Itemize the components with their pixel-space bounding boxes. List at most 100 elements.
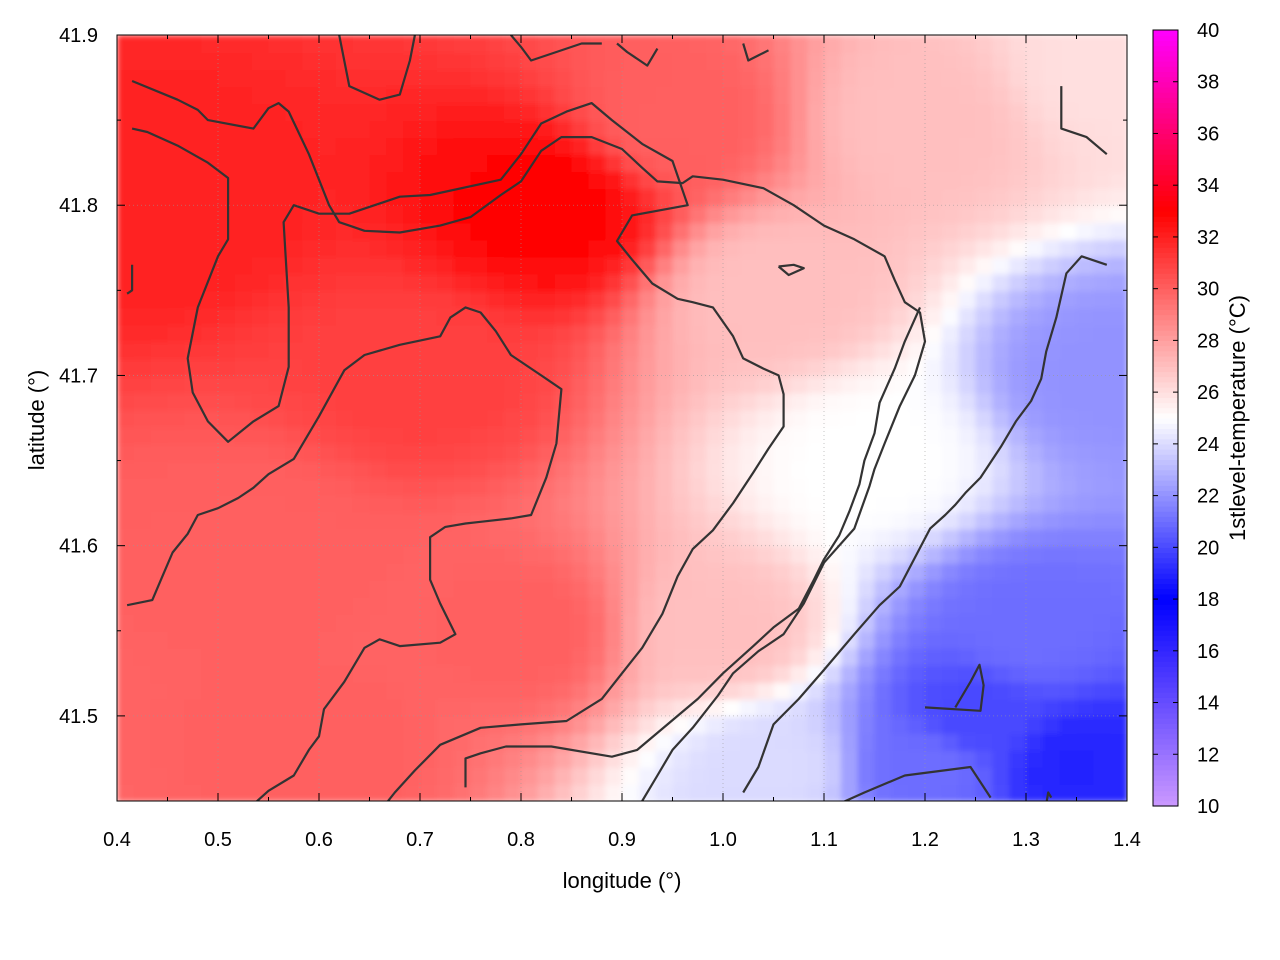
heat-cell (268, 307, 287, 326)
heat-cell (739, 307, 758, 326)
heat-cell (840, 256, 859, 275)
heat-cell (1110, 460, 1127, 479)
heat-cell (622, 35, 640, 54)
heat-cell (268, 86, 287, 105)
heat-cell (941, 681, 960, 700)
colorbar-segment (1153, 640, 1178, 647)
heat-cell (386, 273, 405, 292)
heat-cell (622, 171, 640, 190)
heat-cell (992, 86, 1011, 105)
heat-cell (201, 171, 219, 190)
heat-cell (975, 205, 994, 224)
heat-cell (319, 69, 337, 88)
heat-cell (1110, 69, 1127, 88)
heat-cell (167, 511, 186, 530)
heat-cell (184, 528, 203, 547)
heat-cell (824, 715, 842, 734)
heat-cell (150, 307, 169, 326)
heat-cell (335, 290, 354, 309)
heat-cell (150, 443, 169, 462)
heat-cell (588, 528, 607, 547)
heat-cell (840, 86, 859, 105)
heat-cell (302, 630, 320, 649)
heat-cell (790, 188, 809, 207)
heat-cell (537, 205, 556, 224)
heat-cell (908, 35, 926, 54)
heat-cell (655, 409, 674, 428)
heat-cell (739, 511, 758, 530)
heat-cell (554, 681, 573, 700)
heat-cell (436, 358, 455, 377)
heat-cell (470, 188, 489, 207)
heat-cell (150, 698, 169, 717)
heat-cell (167, 766, 186, 785)
heat-cell (706, 171, 724, 190)
heat-cell (487, 290, 506, 309)
colorbar-tick-label: 16 (1197, 641, 1219, 663)
heat-cell (840, 171, 859, 190)
heat-cell (218, 664, 236, 683)
heat-cell (790, 392, 809, 411)
heat-cell (234, 69, 253, 88)
heat-cell (420, 52, 438, 71)
heat-cell (706, 358, 724, 377)
heat-cell (638, 120, 657, 139)
heat-cell (403, 511, 421, 530)
colorbar-segment (1153, 459, 1178, 466)
heat-cell (672, 120, 691, 139)
heat-cell (1009, 460, 1027, 479)
heat-cell (319, 103, 337, 122)
heat-cell (420, 766, 438, 785)
heat-cell (790, 613, 809, 632)
heat-cell (689, 375, 708, 394)
heat-cell (1093, 545, 1112, 564)
heat-cell (588, 613, 607, 632)
heat-cell (908, 681, 926, 700)
heat-cell (117, 69, 135, 88)
heat-cell (790, 749, 809, 768)
colorbar-segment (1153, 630, 1178, 636)
heat-cell (756, 103, 775, 122)
heat-cell (1110, 52, 1127, 71)
heat-cell (504, 392, 522, 411)
heat-cell (992, 664, 1011, 683)
heat-cell (723, 273, 741, 292)
heat-cell (807, 358, 825, 377)
heat-cell (184, 290, 203, 309)
heat-cell (521, 749, 539, 768)
heat-cell (234, 698, 253, 717)
heat-cell (319, 171, 337, 190)
heat-cell (386, 171, 405, 190)
heat-cell (201, 477, 219, 496)
heat-cell (403, 392, 421, 411)
heat-cell (706, 256, 724, 275)
heat-cell (958, 613, 977, 632)
heat-cell (975, 562, 994, 581)
heat-cell (706, 273, 724, 292)
heat-cell (453, 460, 472, 479)
heat-cell (706, 103, 724, 122)
heat-cell (807, 120, 825, 139)
heat-cell (201, 766, 219, 785)
heat-cell (1042, 205, 1061, 224)
heat-cell (908, 392, 926, 411)
heat-cell (605, 766, 623, 785)
heat-cell (975, 69, 994, 88)
heat-cell (436, 460, 455, 479)
heat-cell (1059, 86, 1078, 105)
heat-cell (487, 596, 506, 615)
heat-cell (285, 715, 304, 734)
heat-cell (386, 239, 405, 258)
heat-cell (1059, 69, 1078, 88)
heat-cell (1110, 86, 1127, 105)
colorbar-segment (1153, 723, 1178, 729)
heat-cell (1076, 239, 1095, 258)
heat-cell (117, 222, 135, 241)
heat-cell (992, 749, 1011, 768)
heat-cell (1009, 273, 1027, 292)
heat-cell (1042, 273, 1061, 292)
heat-cell (335, 188, 354, 207)
heat-cell (403, 698, 421, 717)
heat-cell (302, 647, 320, 666)
heat-cell (1026, 749, 1044, 768)
